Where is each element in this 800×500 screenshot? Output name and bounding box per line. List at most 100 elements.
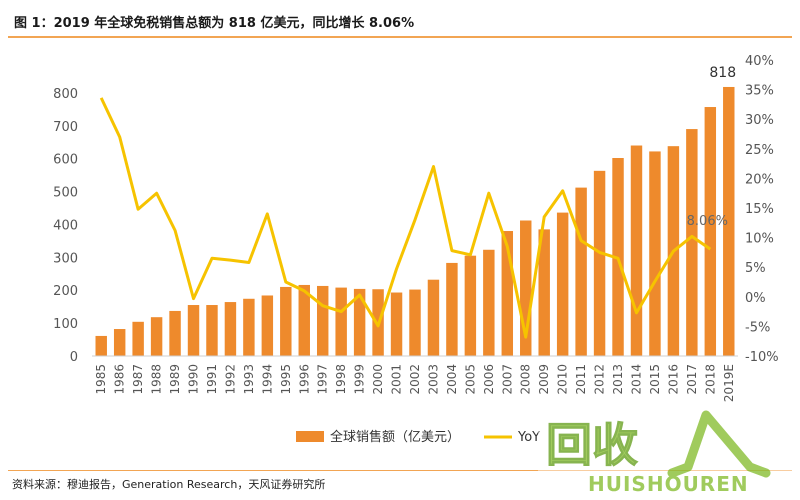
x-tick-label: 2003 (426, 364, 440, 395)
y-left-tick-label: 200 (53, 284, 78, 299)
x-tick-label: 2002 (408, 364, 422, 395)
x-tick-label: 2019E (722, 364, 736, 402)
x-tick-label: 1992 (223, 364, 237, 395)
y-right-tick-label: 25% (745, 143, 774, 158)
x-tick-label: 2006 (482, 364, 496, 395)
y-right-tick-label: 40% (745, 54, 774, 69)
y-left-tick-label: 500 (53, 186, 78, 201)
y-right-tick-label: 15% (745, 202, 774, 217)
y-left-tick-label: 700 (53, 120, 78, 135)
bar (593, 170, 606, 356)
source-note: 资料来源：穆迪报告，Generation Research，天风证券研究所 (12, 478, 326, 491)
x-tick-label: 2012 (593, 364, 607, 395)
bar (335, 287, 347, 356)
x-tick-label: 1991 (205, 364, 219, 395)
y-left-tick-label: 400 (53, 218, 78, 233)
bar (520, 220, 532, 356)
y-left-tick-label: 0 (70, 350, 78, 365)
bar (224, 302, 237, 356)
x-tick-label: 2009 (537, 364, 551, 395)
chart-title: 图 1：2019 年全球免税销售总额为 818 亿美元，同比增长 8.06% (14, 16, 415, 31)
y-left-tick-label: 800 (53, 87, 78, 102)
legend-label-line: YoY (517, 430, 540, 445)
bar (243, 298, 255, 356)
bar (298, 284, 310, 356)
x-tick-label: 1986 (113, 364, 127, 395)
x-tick-label: 2015 (648, 364, 662, 395)
y-right-tick-label: 10% (745, 232, 774, 247)
bar (556, 212, 569, 356)
legend-swatch-bar (296, 431, 324, 442)
x-tick-label: 1990 (187, 364, 201, 395)
bar (538, 229, 550, 356)
legend-label-bar: 全球销售额（亿美元） (330, 429, 460, 445)
bar (686, 129, 698, 356)
x-tick-label: 1985 (94, 364, 108, 395)
bar (704, 107, 717, 356)
y-left-tick-label: 300 (53, 251, 78, 266)
x-tick-label: 2013 (611, 364, 625, 395)
source-divider (8, 470, 792, 471)
bar (427, 279, 440, 356)
y-right-tick-label: 5% (745, 261, 766, 276)
x-tick-label: 2004 (445, 364, 459, 395)
data-label-818: 818 (709, 65, 736, 81)
x-tick-label: 1988 (150, 364, 164, 395)
bar (206, 305, 218, 356)
y-right-tick-label: -10% (745, 350, 779, 365)
x-tick-label: 1994 (260, 364, 274, 395)
x-tick-label: 2007 (500, 364, 514, 395)
bar (261, 295, 274, 356)
x-tick-label: 2017 (685, 364, 699, 395)
bar (723, 86, 735, 357)
y-right-tick-label: 30% (745, 113, 774, 128)
yoy-line (99, 97, 712, 339)
y-left-tick-label: 100 (53, 317, 78, 332)
bar (483, 249, 495, 356)
bar (280, 286, 292, 356)
bar (316, 285, 329, 356)
x-tick-label: 2000 (371, 364, 385, 395)
chart-area: 0 100 200 300 400 500 600 700 800 -10% -5% 0% 5% 10% 1… (0, 40, 800, 470)
bar (150, 317, 163, 356)
x-tick-label: 2005 (463, 364, 477, 395)
x-tick-label: 1999 (353, 364, 367, 395)
bar (132, 321, 144, 356)
x-tick-label: 1993 (242, 364, 256, 395)
x-tick-label: 2001 (390, 364, 404, 395)
bar (446, 262, 458, 356)
data-label-yoy: 8.06% (687, 214, 728, 229)
x-tick-label: 1997 (316, 364, 330, 395)
x-tick-label: 2014 (629, 364, 643, 395)
bar (95, 335, 107, 356)
bar (501, 231, 514, 356)
x-tick-label: 1989 (168, 364, 182, 395)
x-tick-label: 2011 (574, 364, 588, 395)
combo-chart: 0 100 200 300 400 500 600 700 800 -10% -5% 0% 5% 10% 1… (53, 54, 779, 445)
y-left-tick-label: 600 (53, 153, 78, 168)
bar (630, 145, 643, 356)
x-tick-label: 2016 (666, 364, 680, 395)
x-tick-label: 1998 (334, 364, 348, 395)
y-right-tick-label: 35% (745, 84, 774, 99)
x-tick-label: 2008 (519, 364, 533, 395)
bar (575, 187, 587, 356)
x-tick-label: 2010 (556, 364, 570, 395)
bar (390, 292, 403, 356)
y-right-tick-label: 20% (745, 172, 774, 187)
bar (169, 310, 181, 356)
bar (113, 329, 126, 356)
x-tick-label: 1996 (297, 364, 311, 395)
y-right-tick-label: 0% (745, 291, 766, 306)
bar (649, 151, 661, 356)
x-tick-label: 2018 (703, 364, 717, 395)
y-right-tick-label: -5% (745, 320, 770, 335)
title-bar: 图 1：2019 年全球免税销售总额为 818 亿美元，同比增长 8.06% (8, 10, 792, 38)
bar (353, 288, 366, 356)
x-tick-label: 1987 (131, 364, 145, 395)
bar (464, 255, 477, 356)
bar (409, 289, 421, 356)
watermark-subtext: HUISHOUREN (588, 472, 749, 496)
bar (187, 305, 200, 356)
x-tick-label: 1995 (279, 364, 293, 395)
